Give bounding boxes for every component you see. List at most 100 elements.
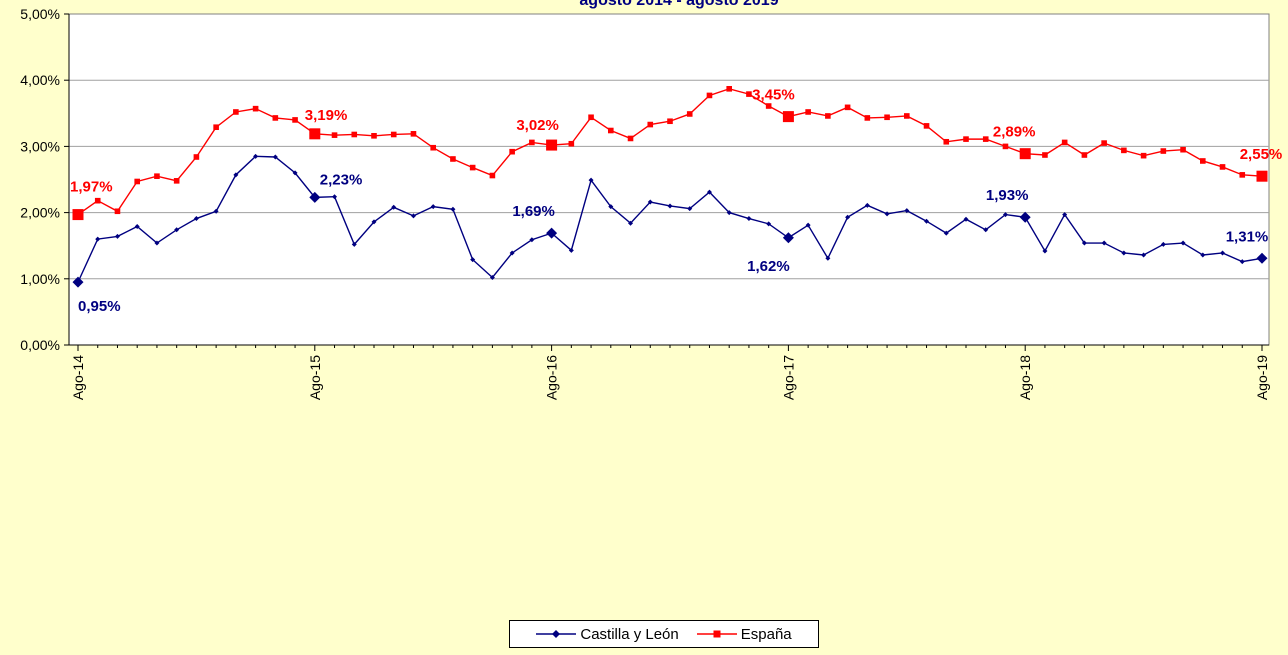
data-point-castilla-y-leon xyxy=(114,233,120,239)
data-point-espana xyxy=(1219,164,1226,170)
data-point-espana xyxy=(706,92,713,99)
data-point-espana xyxy=(430,144,436,151)
data-point-castilla-y-leon xyxy=(963,216,969,222)
data-point-castilla-y-leon xyxy=(983,227,989,233)
data-point-castilla-y-leon xyxy=(233,172,239,178)
data-point-castilla-y-leon xyxy=(332,194,338,200)
data-point-espana xyxy=(272,115,279,121)
legend: Castilla y León España xyxy=(509,620,819,648)
data-point-espana xyxy=(114,208,121,215)
data-point-espana xyxy=(667,118,673,125)
data-point-castilla-y-leon xyxy=(410,213,416,219)
data-point-castilla-y-leon xyxy=(309,191,321,203)
data-label-castilla-y-leon: 1,62% xyxy=(747,258,790,275)
data-point-espana xyxy=(1002,143,1009,150)
data-point-castilla-y-leon xyxy=(1200,252,1206,258)
data-point-castilla-y-leon xyxy=(687,206,693,212)
data-point-castilla-y-leon xyxy=(95,236,101,242)
data-labels: 0,95% 2,23% 1,69% 1,62% 1,93% 1,31% 1,97% 3,19%… xyxy=(70,87,1282,315)
data-point-castilla-y-leon xyxy=(943,230,949,236)
data-point-castilla-y-leon xyxy=(529,237,535,243)
data-point-espana xyxy=(154,173,160,179)
data-point-castilla-y-leon xyxy=(805,222,811,228)
data-point-espana xyxy=(982,136,989,142)
data-point-castilla-y-leon xyxy=(924,218,930,224)
data-point-castilla-y-leon xyxy=(845,214,851,220)
data-point-castilla-y-leon xyxy=(430,204,436,210)
data-point-castilla-y-leon xyxy=(1002,212,1008,218)
gridlines xyxy=(69,79,1269,280)
data-label-espana: 1,97% xyxy=(70,179,113,196)
x-tick-label: Ago-18 xyxy=(1017,355,1033,400)
data-label-espana: 3,02% xyxy=(516,117,559,134)
data-point-espana xyxy=(233,109,239,115)
data-point-castilla-y-leon xyxy=(1256,252,1268,264)
data-label-castilla-y-leon: 1,93% xyxy=(986,187,1029,204)
data-point-espana xyxy=(134,178,140,185)
data-point-espana xyxy=(844,104,851,111)
data-label-espana: 3,45% xyxy=(752,87,795,104)
y-tick-label: 2,00% xyxy=(20,205,60,221)
data-point-espana xyxy=(686,111,693,117)
data-point-espana xyxy=(627,135,634,142)
data-point-espana xyxy=(765,103,772,109)
data-point-espana xyxy=(292,117,298,123)
data-point-espana xyxy=(884,114,890,121)
data-point-castilla-y-leon xyxy=(1220,250,1226,256)
data-point-castilla-y-leon xyxy=(371,219,377,225)
data-point-castilla-y-leon xyxy=(726,210,732,216)
data-point-espana xyxy=(489,172,496,179)
data-point-espana xyxy=(904,113,910,119)
series-layer xyxy=(72,86,1268,288)
data-point-castilla-y-leon xyxy=(509,250,515,256)
y-axis: 0,00% 1,00% 2,00% 3,00% 4,00% 5,00% xyxy=(20,6,70,353)
data-point-espana xyxy=(529,139,535,146)
data-point-castilla-y-leon xyxy=(782,232,794,244)
data-point-espana xyxy=(923,123,930,129)
data-point-espana xyxy=(193,154,200,160)
x-tick-label: Ago-16 xyxy=(544,355,560,400)
data-point-espana xyxy=(213,124,219,131)
data-label-castilla-y-leon: 2,23% xyxy=(320,171,363,188)
data-point-espana xyxy=(726,86,732,92)
x-tick-label: Ago-17 xyxy=(780,355,796,400)
data-point-espana xyxy=(1101,140,1107,146)
data-point-castilla-y-leon xyxy=(1101,240,1107,246)
data-point-castilla-y-leon xyxy=(608,204,614,210)
x-tick-label: Ago-15 xyxy=(307,355,323,400)
data-point-espana xyxy=(469,164,476,171)
data-point-castilla-y-leon xyxy=(1180,240,1186,246)
data-point-espana xyxy=(252,105,259,112)
data-point-castilla-y-leon xyxy=(72,276,84,288)
data-point-castilla-y-leon xyxy=(884,211,890,217)
data-point-castilla-y-leon xyxy=(1042,248,1048,254)
data-point-espana xyxy=(1160,148,1167,154)
y-tick-label: 4,00% xyxy=(20,72,60,88)
legend-marker-espana xyxy=(696,630,737,638)
data-label-espana: 3,19% xyxy=(305,107,348,124)
data-point-castilla-y-leon xyxy=(825,255,831,261)
x-axis: Ago-14 Ago-15 Ago-16 Ago-17 Ago-18 Ago-19 xyxy=(69,344,1270,400)
data-label-espana: 2,55% xyxy=(1240,146,1283,163)
data-point-espana xyxy=(309,128,321,140)
data-point-espana xyxy=(1042,152,1048,158)
data-point-castilla-y-leon xyxy=(1239,259,1245,265)
data-point-espana xyxy=(173,178,180,184)
data-point-espana xyxy=(371,133,377,139)
data-point-castilla-y-leon xyxy=(1160,241,1166,247)
data-label-castilla-y-leon: 1,31% xyxy=(1226,228,1269,245)
data-point-espana xyxy=(546,139,558,151)
y-tick-label: 0,00% xyxy=(20,337,60,353)
plot-area xyxy=(68,13,1270,346)
y-tick-label: 1,00% xyxy=(20,271,60,287)
data-point-espana xyxy=(72,209,84,221)
data-point-castilla-y-leon xyxy=(667,203,673,209)
data-point-espana xyxy=(943,138,950,145)
data-point-castilla-y-leon xyxy=(706,189,712,195)
data-label-castilla-y-leon: 0,95% xyxy=(78,298,121,315)
chart-title: agosto 2014 - agosto 2019 xyxy=(579,0,778,9)
data-point-castilla-y-leon xyxy=(588,177,594,183)
data-point-espana xyxy=(1140,152,1147,159)
